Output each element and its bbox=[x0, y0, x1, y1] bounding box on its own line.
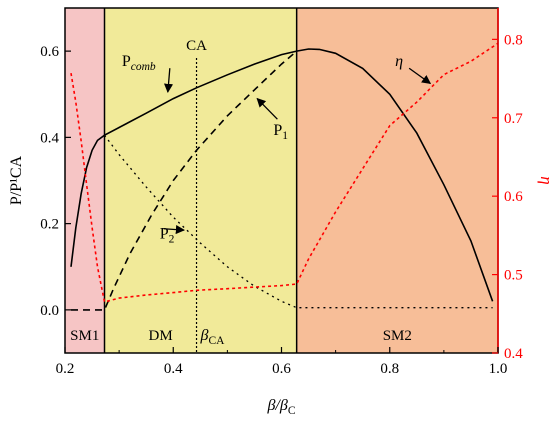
series-Pcomb bbox=[70, 48, 494, 302]
region-sm1 bbox=[65, 8, 105, 353]
annotation-comb: Pcomb bbox=[122, 53, 156, 73]
x-tick-label: 1.0 bbox=[489, 361, 508, 377]
beta-ca-label: βCA bbox=[200, 327, 226, 347]
y-right-tick-label: 0.7 bbox=[504, 111, 523, 127]
y-left-tick-label: 0.0 bbox=[40, 303, 59, 319]
series-P1 bbox=[71, 50, 298, 311]
y-right-label: η bbox=[537, 176, 550, 184]
annotation-2: P2 bbox=[160, 226, 175, 246]
series-η bbox=[70, 42, 499, 303]
region-label-dm: DM bbox=[148, 328, 172, 344]
x-tick-label: 0.4 bbox=[164, 361, 183, 377]
annotation-arrow bbox=[408, 67, 432, 85]
region-sm2 bbox=[296, 8, 498, 353]
y-left-tick-label: 0.6 bbox=[40, 44, 59, 60]
annotation-arrow bbox=[163, 68, 174, 94]
y-left-tick-label: 0.2 bbox=[40, 217, 59, 233]
series-P2 bbox=[103, 134, 493, 309]
annotation-arrow bbox=[163, 225, 185, 235]
y-left-tick-label: 0.4 bbox=[40, 130, 59, 146]
y-right-tick-label: 0.4 bbox=[504, 346, 523, 362]
x-tick-label: 0.6 bbox=[272, 361, 291, 377]
ca-label: CA bbox=[186, 38, 207, 54]
y-right-tick-label: 0.8 bbox=[504, 32, 523, 48]
y-right-tick-label: 0.5 bbox=[504, 268, 523, 284]
region-label-sm1: SM1 bbox=[70, 328, 99, 344]
annotation-eta: η bbox=[395, 53, 403, 70]
y-left-label: P/P¹CA bbox=[8, 155, 25, 205]
x-tick-label: 0.2 bbox=[56, 361, 75, 377]
x-axis-label: β/βC bbox=[266, 397, 295, 417]
y-right-tick-label: 0.6 bbox=[504, 189, 523, 205]
region-label-sm2: SM2 bbox=[383, 328, 412, 344]
annotation-1: P1 bbox=[273, 122, 288, 142]
x-tick-label: 0.8 bbox=[380, 361, 399, 377]
annotation-arrow bbox=[256, 97, 278, 120]
